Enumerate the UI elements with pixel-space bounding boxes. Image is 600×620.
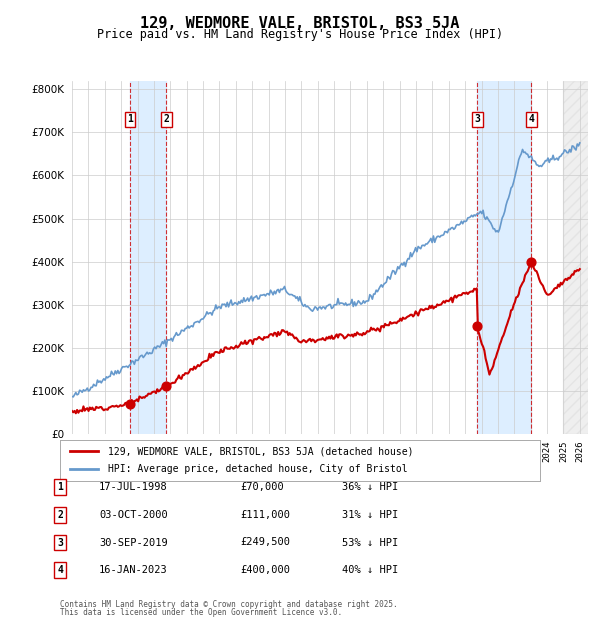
Text: 17-JUL-1998: 17-JUL-1998 (99, 482, 168, 492)
Point (527, 257, 536, 267)
Text: 31% ↓ HPI: 31% ↓ HPI (342, 510, 398, 520)
Text: 16-JAN-2023: 16-JAN-2023 (99, 565, 168, 575)
Bar (563, 81, 593, 434)
Text: 2: 2 (163, 114, 169, 125)
Text: Contains HM Land Registry data © Crown copyright and database right 2025.: Contains HM Land Registry data © Crown c… (60, 600, 398, 609)
Text: 3: 3 (475, 114, 481, 125)
Text: 53% ↓ HPI: 53% ↓ HPI (342, 538, 398, 547)
Point (125, 399, 135, 409)
Text: This data is licensed under the Open Government Licence v3.0.: This data is licensed under the Open Gov… (60, 608, 342, 617)
Text: 4: 4 (57, 565, 63, 575)
Text: Price paid vs. HM Land Registry's House Price Index (HPI): Price paid vs. HM Land Registry's House … (97, 28, 503, 41)
Bar (130, 81, 166, 434)
Text: £111,000: £111,000 (240, 510, 290, 520)
Text: 129, WEDMORE VALE, BRISTOL, BS3 5JA: 129, WEDMORE VALE, BRISTOL, BS3 5JA (140, 16, 460, 30)
Text: HPI: Average price, detached house, City of Bristol: HPI: Average price, detached house, City… (108, 464, 407, 474)
Text: £400,000: £400,000 (240, 565, 290, 575)
Text: 40% ↓ HPI: 40% ↓ HPI (342, 565, 398, 575)
Text: 3: 3 (57, 538, 63, 547)
Point (473, 322, 482, 332)
Text: 2: 2 (57, 510, 63, 520)
Text: 1: 1 (57, 482, 63, 492)
Text: 4: 4 (529, 114, 534, 125)
Text: 36% ↓ HPI: 36% ↓ HPI (342, 482, 398, 492)
Text: £70,000: £70,000 (240, 482, 284, 492)
Text: 129, WEDMORE VALE, BRISTOL, BS3 5JA (detached house): 129, WEDMORE VALE, BRISTOL, BS3 5JA (det… (108, 446, 413, 456)
Bar (478, 81, 532, 434)
Text: £249,500: £249,500 (240, 538, 290, 547)
Text: 1: 1 (127, 114, 133, 125)
Text: 30-SEP-2019: 30-SEP-2019 (99, 538, 168, 547)
Text: 03-OCT-2000: 03-OCT-2000 (99, 510, 168, 520)
Point (161, 381, 171, 391)
